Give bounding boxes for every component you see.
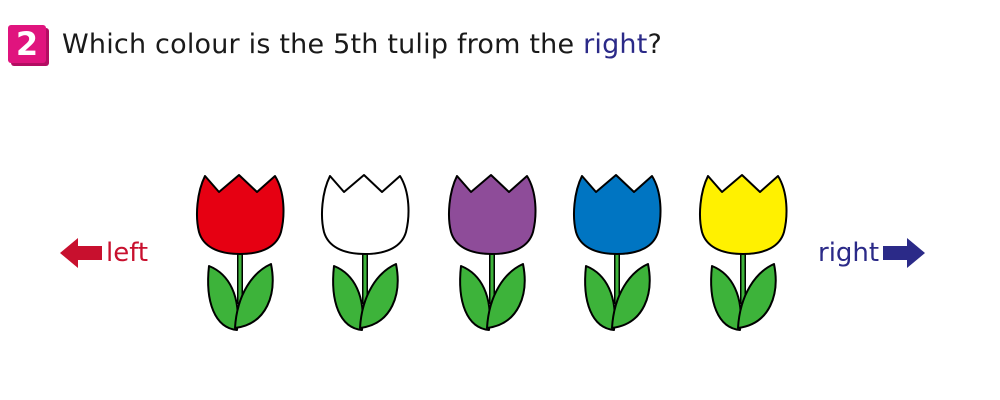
question-text-start: Which colour is the 5th tulip from the (62, 28, 584, 60)
tulip-icon (699, 174, 788, 331)
tulip-icon (448, 174, 537, 331)
tulip-purple (447, 172, 537, 334)
arrow-left-icon (60, 238, 102, 268)
direction-right: right (818, 236, 927, 270)
tulip-icon (196, 174, 285, 331)
question-text-end: ? (647, 28, 663, 60)
tulip-icon (573, 174, 662, 331)
direction-right-label: right (818, 238, 880, 268)
direction-left: left (58, 236, 148, 270)
tulip-yellow (698, 172, 788, 334)
question-number-badge: 2 (8, 25, 46, 63)
direction-left-label: left (106, 238, 149, 268)
tulip-white (320, 172, 410, 334)
arrow-right-icon (883, 238, 926, 268)
tulip-icon (321, 174, 410, 331)
question-highlight-word: right (583, 28, 648, 60)
question-text: Which colour is the 5th tulip from the r… (62, 29, 662, 60)
question-heading: 2 Which colour is the 5th tulip from the… (8, 24, 662, 64)
tulip-red (195, 172, 285, 334)
tulip-blue (572, 172, 662, 334)
